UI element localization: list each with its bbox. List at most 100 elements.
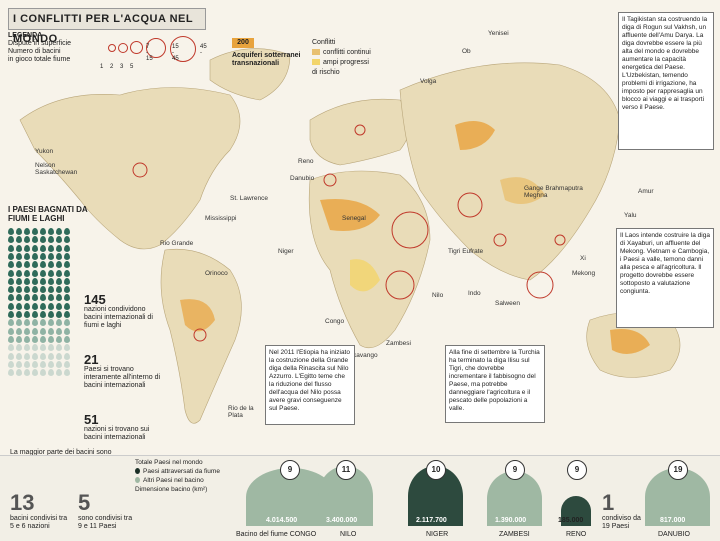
drop-icon xyxy=(8,369,14,377)
label-riogrande: Rio Grande xyxy=(160,240,194,247)
stat1-number: 145 xyxy=(84,292,106,307)
drop-icon xyxy=(56,311,62,318)
label-yalu: Yalu xyxy=(624,212,637,219)
drop-icon xyxy=(16,319,22,327)
south-america xyxy=(160,248,242,424)
legend-line2: Numero di bacini xyxy=(8,48,61,55)
world-map xyxy=(19,48,681,424)
drop-icon xyxy=(40,302,46,310)
legend-line3: in gioco totale fiume xyxy=(8,56,71,63)
drop-icon xyxy=(48,261,54,269)
conflict-type-b: ampi progressi di rischio xyxy=(312,59,369,76)
drop-icon xyxy=(16,252,22,260)
bottom-legend-line1: Paesi attraversati da fiume xyxy=(143,468,220,475)
drop-icon xyxy=(64,228,70,235)
basin-zambesi: 9 1.390.000 ZAMBESI xyxy=(487,458,547,538)
label-stlawrence: St. Lawrence xyxy=(230,195,268,202)
side-heading: I PAESI BAGNATI DA FIUMI E LAGHI xyxy=(8,205,88,223)
basin-count: 11 xyxy=(336,460,356,480)
drop-icon xyxy=(40,244,46,252)
stat2-number: 21 xyxy=(84,352,99,367)
drop-icon xyxy=(56,294,62,302)
big-number-2: 5 xyxy=(78,490,91,515)
big-text-3: condiviso da 19 Paesi xyxy=(602,515,641,530)
drop-icon xyxy=(48,294,54,302)
drop-icon xyxy=(24,369,30,377)
drop-icon xyxy=(56,269,62,277)
bottom-legend-line2: Altri Paesi nel bacino xyxy=(143,477,204,484)
drop-icon xyxy=(32,344,38,352)
drop-icon xyxy=(32,236,38,244)
label-congo: Congo xyxy=(325,318,345,325)
drop-icon xyxy=(56,360,62,368)
drop-icon xyxy=(56,369,62,377)
drop-icon xyxy=(48,286,54,294)
drop-icon xyxy=(64,261,70,269)
drop-icon xyxy=(64,327,70,335)
conflicts-heading: Conflitti xyxy=(312,39,336,46)
drop-icon xyxy=(24,244,30,252)
drop-icon xyxy=(8,277,14,285)
drops-grid xyxy=(8,228,78,378)
drop-icon xyxy=(48,327,54,335)
drop-icon xyxy=(48,369,54,377)
drop-icon xyxy=(24,352,30,360)
label-tigri: Tigri Eufrate xyxy=(448,248,484,255)
drop-icon xyxy=(56,302,62,310)
drop-icon xyxy=(56,261,62,269)
drop-icon xyxy=(24,327,30,335)
basin-area: 4.014.500 xyxy=(266,517,298,524)
drop-icon xyxy=(56,352,62,360)
legend-circle-1 xyxy=(108,44,116,52)
drop-icon xyxy=(56,252,62,260)
drop-icon xyxy=(8,286,14,294)
legend-circle-5 xyxy=(170,36,196,62)
drop-icon xyxy=(8,269,14,277)
basin-area: 2.117.700 xyxy=(416,517,447,524)
bottom-legend-total: Totale Paesi nel mondo xyxy=(135,459,203,466)
basin-reno: 9 185.000 RENO xyxy=(556,458,596,538)
note-egypt: Nel 2011 l'Etiopia ha iniziato la costru… xyxy=(265,345,355,425)
label-mekong: Mekong xyxy=(572,270,596,277)
drop-icon xyxy=(64,236,70,244)
legend-range-2: 15 - 45 xyxy=(172,44,179,62)
drop-icon xyxy=(64,252,70,260)
drop-icon xyxy=(40,294,46,302)
drop-icon xyxy=(16,244,22,252)
drop-icon xyxy=(40,261,46,269)
drop-icon xyxy=(8,294,14,302)
conflict-swatch-a xyxy=(312,49,320,56)
label-indo: Indo xyxy=(468,290,481,297)
drop-icon xyxy=(16,228,22,235)
drop-icon xyxy=(8,311,14,318)
drop-icon xyxy=(32,252,38,260)
drop-icon xyxy=(48,360,54,368)
drop-icon xyxy=(24,335,30,343)
drop-icon xyxy=(16,236,22,244)
label-plata: Rio de la Plata xyxy=(228,405,254,419)
drop-icon xyxy=(16,269,22,277)
drop-icon xyxy=(40,277,46,285)
drop-icon xyxy=(48,252,54,260)
drop-icon xyxy=(32,244,38,252)
drop-icon xyxy=(8,244,14,252)
note-laos: Il Laos intende costruire la diga di Xay… xyxy=(616,228,714,328)
drop-icon xyxy=(8,344,14,352)
basin-niger: 10 2.117.700 NIGER xyxy=(408,458,468,538)
drop-icon xyxy=(32,311,38,318)
drop-icon xyxy=(24,311,30,318)
drop-icon xyxy=(16,344,22,352)
drop-icon xyxy=(48,319,54,327)
big-text-2: sono condivisi tra 9 e 11 Paesi xyxy=(78,515,133,530)
drop-icon xyxy=(8,327,14,335)
drop-icon xyxy=(24,277,30,285)
drop-icon xyxy=(32,352,38,360)
drop-icon xyxy=(8,228,14,235)
drop-icon xyxy=(16,261,22,269)
drop-icon xyxy=(32,261,38,269)
drop-icon xyxy=(64,302,70,310)
label-danubio: Danubio xyxy=(290,175,315,182)
drop-icon xyxy=(64,352,70,360)
drop-icon xyxy=(24,269,30,277)
basin-count: 9 xyxy=(280,460,300,480)
